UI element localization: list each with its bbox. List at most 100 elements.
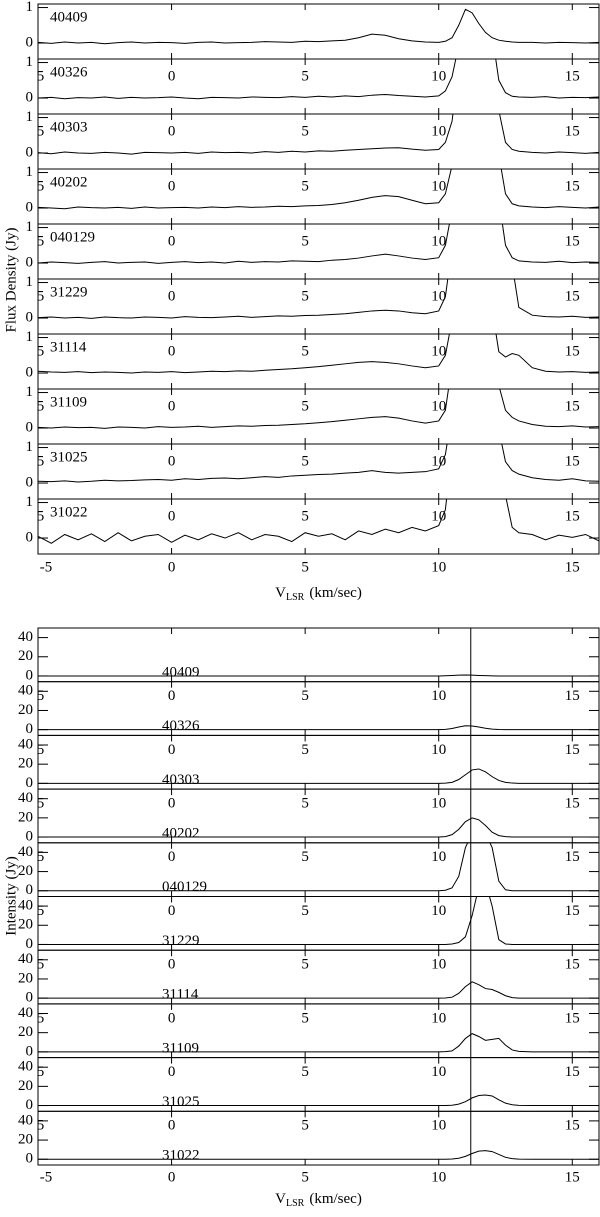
- panel-label: 40409: [162, 664, 200, 680]
- y-tick-label: 1: [26, 384, 34, 400]
- spectrum: [38, 169, 599, 210]
- inner-x-tick-label: 15: [565, 178, 580, 194]
- inner-x-tick-label: 15: [565, 957, 580, 973]
- y-tick-label: 0: [26, 89, 34, 105]
- inner-x-tick-label: 15: [565, 123, 580, 139]
- inner-x-tick-label: 0: [168, 957, 176, 973]
- y-tick-label: 40: [18, 898, 33, 914]
- inner-x-tick-label: 15: [565, 1010, 580, 1026]
- y-tick-label: 40: [18, 1112, 33, 1128]
- inner-x-tick-label: -5: [32, 398, 45, 414]
- inner-x-tick-label: 5: [301, 508, 309, 524]
- panel: -5 0 5 10 15: [32, 896, 599, 951]
- y-tick-label: 0: [26, 309, 34, 325]
- panel-label: 40303: [162, 772, 200, 788]
- panel: -5 0 5 10 15: [38, 681, 599, 736]
- inner-x-tick-label: 10: [431, 1010, 446, 1026]
- inner-x-tick-label: 0: [168, 123, 176, 139]
- inner-x-tick-label: -5: [32, 288, 45, 304]
- inner-x-tick-label: -5: [32, 68, 45, 84]
- y-tick-label: 0: [26, 1043, 34, 1059]
- inner-x-tick-label: 5: [301, 742, 309, 758]
- panel-label: 31022: [50, 504, 88, 520]
- inner-x-tick-label: 10: [431, 398, 446, 414]
- panel: [38, 8, 599, 45]
- inner-x-tick-label: 10: [431, 903, 446, 919]
- inner-x-tick-label: -5: [32, 453, 45, 469]
- panel-label: 40326: [50, 64, 88, 80]
- y-tick-label: 20: [18, 1078, 33, 1094]
- inner-x-tick-label: 10: [431, 508, 446, 524]
- x-label-sub: LSR: [286, 592, 305, 603]
- panel-frame: [37, 949, 600, 1005]
- y-tick-label: 0: [26, 34, 34, 50]
- spectrum: [38, 817, 599, 838]
- panel-frame: [37, 627, 600, 683]
- y-tick-label: 1: [26, 164, 34, 180]
- inner-x-tick-label: 15: [565, 688, 580, 704]
- y-axis-label: Intensity (Jy): [3, 856, 19, 936]
- inner-x-tick-label: 10: [431, 453, 446, 469]
- inner-x-tick-label: 0: [168, 903, 176, 919]
- panel-label: 31109: [162, 1040, 199, 1056]
- panel: -5 0 5 10 15: [32, 279, 599, 319]
- y-tick-label: 20: [18, 970, 33, 986]
- x-tick-label: 5: [301, 559, 309, 575]
- y-tick-label: 0: [26, 828, 34, 844]
- inner-x-tick-label: 5: [301, 1064, 309, 1080]
- y-tick-label: 0: [26, 667, 34, 683]
- inner-x-tick-label: -5: [32, 957, 45, 973]
- inner-x-tick-label: -5: [32, 1010, 45, 1026]
- panel-label: 31109: [50, 394, 87, 410]
- panel: [38, 628, 599, 682]
- inner-x-tick-label: 0: [168, 508, 176, 524]
- panel-frame: [37, 842, 600, 897]
- spectrum: [38, 499, 599, 544]
- inner-x-tick-label: -5: [32, 233, 45, 249]
- spectrum: [38, 725, 599, 731]
- inner-x-tick-label: 15: [565, 849, 580, 865]
- y-tick-label: 0: [26, 1097, 34, 1113]
- panel: -5 0 5 10 15: [38, 1057, 599, 1112]
- inner-x-tick-label: 15: [565, 796, 580, 812]
- y-tick-label: 1: [26, 439, 34, 455]
- inner-x-tick-label: 10: [431, 957, 446, 973]
- y-tick-label: 1: [26, 329, 34, 345]
- y-tick-label: 0: [26, 990, 34, 1006]
- inner-x-tick-label: 15: [565, 742, 580, 758]
- x-label-rest: (km/sec): [309, 1191, 361, 1207]
- inner-x-tick-label: 15: [565, 508, 580, 524]
- y-tick-label: 1: [26, 0, 34, 15]
- inner-x-tick-label: 0: [168, 1064, 176, 1080]
- y-tick-label: 0: [26, 364, 34, 380]
- panel-label: 40202: [50, 174, 88, 190]
- y-tick-label: 40: [18, 844, 33, 860]
- panel-label: 40202: [162, 826, 200, 842]
- inner-x-tick-label: -5: [32, 903, 45, 919]
- x-axis-label: VLSR (km/sec): [275, 585, 362, 603]
- inner-x-tick-label: 15: [565, 398, 580, 414]
- y-tick-label: 20: [18, 648, 33, 664]
- inner-x-tick-label: 5: [301, 903, 309, 919]
- y-tick-label: 40: [18, 951, 33, 967]
- inner-x-tick-label: 5: [301, 849, 309, 865]
- panel-label: 31229: [162, 933, 200, 949]
- inner-x-tick-label: 10: [431, 742, 446, 758]
- inner-x-tick-label: 0: [168, 796, 176, 812]
- x-label-rest: (km/sec): [309, 585, 361, 601]
- spectrum: [38, 114, 599, 155]
- y-tick-label: 0: [26, 199, 34, 215]
- y-tick-label: 0: [26, 936, 34, 952]
- y-tick-label: 20: [18, 863, 33, 879]
- inner-x-tick-label: 10: [431, 233, 446, 249]
- panel-label: 040129: [50, 229, 95, 245]
- inner-x-tick-label: 5: [301, 398, 309, 414]
- spectrum: [38, 1150, 599, 1160]
- panel-label: 40303: [50, 119, 88, 135]
- inner-x-tick-label: 10: [431, 68, 446, 84]
- panel-frame: [37, 58, 600, 115]
- y-tick-label: 1: [26, 219, 34, 235]
- panel-frame: [37, 788, 600, 844]
- inner-x-tick-label: 10: [431, 178, 446, 194]
- panel: -5 0 5 10 15: [38, 499, 599, 544]
